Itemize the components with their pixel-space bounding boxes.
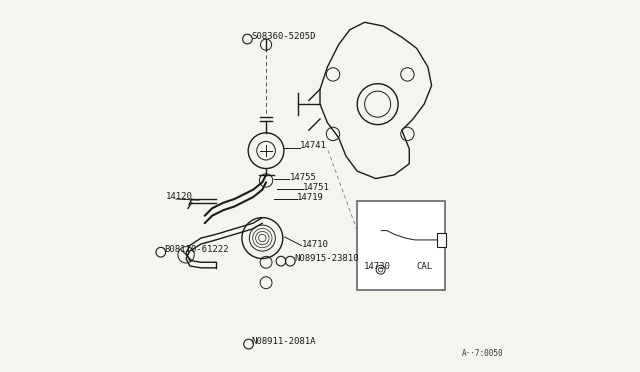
Text: 14719: 14719: [297, 193, 324, 202]
Text: 14751: 14751: [303, 183, 330, 192]
Text: 14120: 14120: [166, 192, 193, 201]
Bar: [437, 232, 447, 247]
Text: 14741: 14741: [300, 141, 326, 150]
Text: B08110-61222: B08110-61222: [164, 245, 228, 254]
Text: 14730: 14730: [364, 262, 391, 270]
Text: N08911-2081A: N08911-2081A: [252, 337, 316, 346]
FancyBboxPatch shape: [357, 201, 445, 290]
Text: S08360-5205D: S08360-5205D: [251, 32, 316, 41]
Text: CAL: CAL: [417, 262, 433, 270]
Text: 14755: 14755: [289, 173, 316, 182]
Text: 14710: 14710: [301, 240, 328, 249]
Text: N08915-23810: N08915-23810: [294, 254, 358, 263]
Text: A··7:0050: A··7:0050: [461, 349, 503, 358]
